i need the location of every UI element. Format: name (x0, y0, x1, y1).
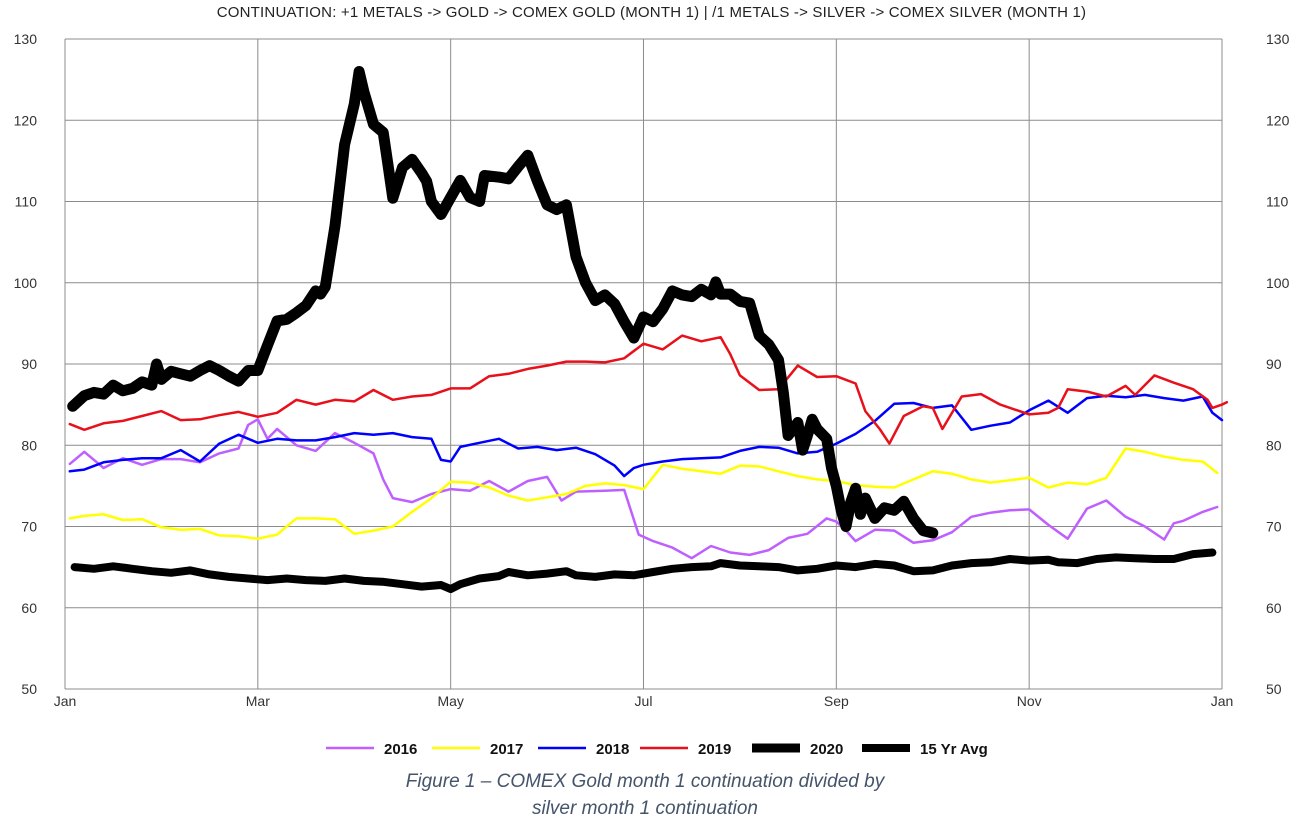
line-chart: 50 50 60 60 70 70 80 80 90 90 100 100 110 110 120 120 13… (14, 31, 1290, 758)
x-tick-label: Mar (246, 693, 270, 709)
y-tick-label-right: 80 (1266, 437, 1282, 453)
y-tick-label-right: 130 (1266, 31, 1290, 47)
figure-caption: Figure 1 – COMEX Gold month 1 continuati… (0, 768, 1290, 822)
y-tick-label-right: 100 (1266, 275, 1290, 291)
y-tick-label-right: 50 (1266, 681, 1282, 697)
y-tick-label-left: 80 (21, 437, 37, 453)
axis-labels: 50 50 60 60 70 70 80 80 90 90 100 100 110 110 120 120 13… (14, 31, 1290, 709)
x-tick-label: Sep (824, 693, 849, 709)
legend-label-2016: 2016 (384, 741, 417, 758)
y-tick-label-right: 60 (1266, 600, 1282, 616)
y-tick-label-left: 70 (21, 519, 37, 535)
series-line-2018 (68, 393, 1224, 478)
legend-label-2020: 2020 (810, 741, 843, 758)
grid-lines (64, 38, 1223, 690)
y-tick-label-left: 60 (21, 600, 37, 616)
legend-label-2017: 2017 (490, 741, 523, 758)
series-line-2019 (68, 334, 1229, 445)
caption-line-2: silver month 1 continuation (531, 798, 758, 819)
x-tick-label: Jan (54, 693, 77, 709)
legend-label-15-yr-avg: 15 Yr Avg (920, 741, 988, 758)
series-line-15-yr-avg (70, 548, 1217, 594)
series-line-2020 (67, 66, 939, 539)
x-tick-label: Nov (1017, 693, 1042, 709)
series-line-2017 (68, 447, 1219, 540)
y-tick-label-right: 90 (1266, 356, 1282, 372)
y-tick-label-left: 90 (21, 356, 37, 372)
series-lines (67, 66, 1229, 594)
y-tick-label-left: 110 (15, 194, 38, 210)
legend-label-2019: 2019 (698, 741, 731, 758)
y-tick-label-right: 70 (1266, 519, 1282, 535)
y-tick-label-left: 100 (14, 275, 38, 291)
y-tick-label-left: 50 (21, 681, 37, 697)
y-tick-label-right: 110 (1266, 194, 1289, 210)
x-tick-label: May (437, 693, 463, 709)
y-tick-label-left: 120 (14, 112, 38, 128)
caption-line-1: Figure 1 – COMEX Gold month 1 continuati… (405, 771, 885, 792)
x-tick-label: Jul (635, 693, 653, 709)
chart-title: CONTINUATION: +1 METALS -> GOLD -> COMEX… (216, 4, 1087, 21)
legend-label-2018: 2018 (596, 741, 629, 758)
y-tick-label-right: 120 (1266, 112, 1290, 128)
x-tick-label: Jan (1211, 693, 1234, 709)
legend: 2016 2017 2018 2019 2020 15 Yr Avg (326, 741, 988, 758)
y-tick-label-left: 130 (14, 31, 38, 47)
series-line-2016 (68, 418, 1219, 560)
